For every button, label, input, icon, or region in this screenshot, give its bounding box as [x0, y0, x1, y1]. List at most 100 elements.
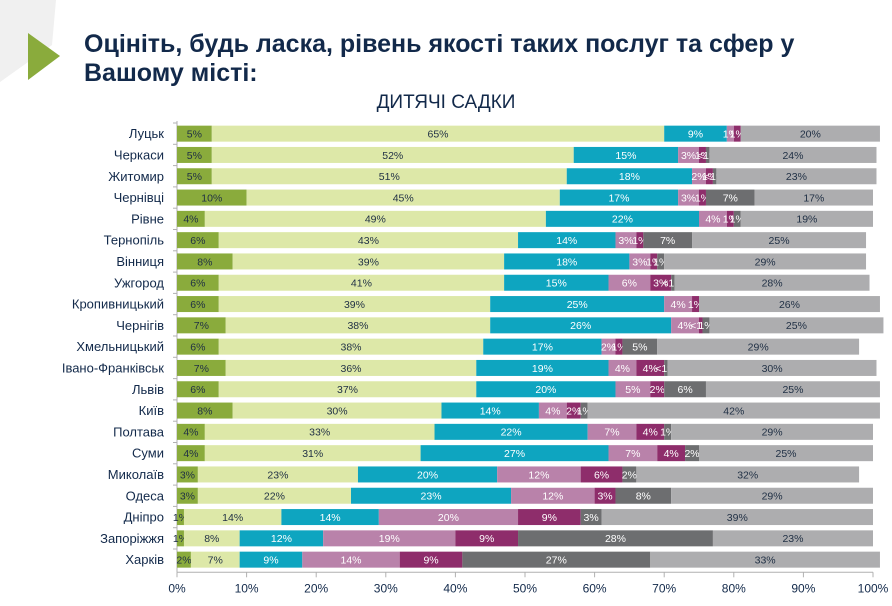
- category-label: Тернопіль: [104, 233, 165, 248]
- data-label: 29%: [748, 341, 769, 353]
- category-label: Кропивницький: [72, 297, 164, 312]
- x-tick-label: 30%: [374, 581, 398, 595]
- data-label: 28%: [762, 278, 783, 290]
- data-label: 52%: [382, 150, 403, 162]
- data-label: 6%: [190, 299, 205, 311]
- bar-segment-s3: [441, 402, 539, 419]
- data-label: 19%: [532, 363, 553, 375]
- bar-segment-s3: [504, 274, 609, 291]
- data-label: 9%: [263, 554, 278, 566]
- data-label: 25%: [769, 235, 790, 247]
- data-label: 30%: [327, 405, 348, 417]
- bar-segment-s6: [643, 232, 693, 249]
- bar-segment-s6: [671, 274, 675, 291]
- data-label: 23%: [267, 469, 288, 481]
- bar-segment-s6: [657, 253, 665, 270]
- bar-segment-s6: [705, 146, 710, 163]
- data-label: 8%: [204, 533, 219, 545]
- data-label: 6%: [190, 341, 205, 353]
- bar-segment-s7: [705, 381, 880, 398]
- data-label: 9%: [542, 512, 557, 524]
- bar-segment-s3: [490, 296, 665, 313]
- bar-segment-s3: [420, 445, 609, 462]
- bar-segment-s1: [177, 189, 247, 206]
- data-label: 29%: [762, 491, 783, 503]
- data-label: 17%: [803, 192, 824, 204]
- bar-segment-s5: [699, 146, 706, 163]
- data-label: 25%: [782, 384, 803, 396]
- bar-segment-s2: [218, 274, 505, 291]
- bar-segment-s4: [678, 189, 699, 206]
- data-label: 23%: [421, 491, 442, 503]
- category-label: Рівне: [131, 211, 164, 226]
- bar-segment-s5: [636, 232, 644, 249]
- data-label: 4%: [671, 299, 686, 311]
- bar-segment-s5: [692, 296, 699, 313]
- bar-segment-s5: [699, 189, 706, 206]
- data-label: 24%: [782, 150, 803, 162]
- data-label: 4%: [183, 448, 198, 460]
- bar-segment-s5: [650, 253, 658, 270]
- category-label: Чернігів: [116, 318, 164, 333]
- bar-segment-s2: [218, 381, 477, 398]
- bar-segment-s5: [580, 466, 623, 483]
- data-label: 30%: [762, 363, 783, 375]
- data-label: 15%: [546, 278, 567, 290]
- x-tick-label: 90%: [791, 581, 815, 595]
- bar-segment-s7: [650, 551, 880, 568]
- data-label: 6%: [594, 469, 609, 481]
- x-tick-label: 10%: [235, 581, 259, 595]
- data-label: 29%: [755, 256, 776, 268]
- bar-segment-s7: [601, 509, 873, 526]
- data-label: 2%: [622, 469, 637, 481]
- data-label: 37%: [337, 384, 358, 396]
- bar-segment-s6: [685, 445, 699, 462]
- bar-segment-s4: [664, 296, 693, 313]
- category-label: Хмельницький: [76, 339, 164, 354]
- bar-segment-s5: [705, 168, 713, 185]
- background-chevron-shape-2: [0, 8, 52, 82]
- data-label: 9%: [688, 128, 703, 140]
- bar-segment-s1: [177, 146, 212, 163]
- category-label: Запоріжжя: [100, 531, 164, 546]
- data-label: 2%: [601, 341, 616, 353]
- bar-segment-s1: [177, 253, 233, 270]
- data-label: 6%: [190, 384, 205, 396]
- bar-segment-s3: [357, 466, 498, 483]
- bar-segment-s7: [667, 359, 877, 376]
- category-label: Львів: [132, 382, 164, 397]
- data-label: 7%: [194, 363, 209, 375]
- data-label: 3%: [632, 256, 647, 268]
- category-label: Черкаси: [114, 147, 164, 162]
- bar-segment-s7: [636, 466, 860, 483]
- bar-segment-s7: [664, 253, 867, 270]
- bar-segment-s2: [211, 125, 665, 142]
- data-label: 22%: [612, 214, 633, 226]
- bar-segment-s6: [580, 509, 602, 526]
- data-label: 17%: [532, 341, 553, 353]
- bar-segment-s5: [726, 210, 734, 227]
- bar-segment-s1: [177, 317, 226, 334]
- data-label: 33%: [309, 427, 330, 439]
- bar-segment-s4: [671, 317, 699, 334]
- data-label: 38%: [340, 341, 361, 353]
- category-label: Полтава: [113, 424, 165, 439]
- bar-segment-s2: [246, 189, 560, 206]
- bar-segment-s4: [587, 423, 637, 440]
- data-label: 12%: [271, 533, 292, 545]
- bar-segment-s7: [754, 189, 873, 206]
- bar-segment-s2: [204, 423, 435, 440]
- bar-segment-s5: [566, 402, 581, 419]
- data-label: 20%: [438, 512, 459, 524]
- bar-segment-s4: [601, 338, 616, 355]
- data-label: 4%: [183, 427, 198, 439]
- data-label: 6%: [677, 384, 692, 396]
- data-label: 9%: [479, 533, 494, 545]
- bar-segment-s3: [545, 210, 699, 227]
- category-label: Київ: [139, 403, 164, 418]
- bar-segment-s6: [664, 423, 672, 440]
- data-label: 7%: [194, 320, 209, 332]
- data-label: 7%: [208, 554, 223, 566]
- data-label: 27%: [504, 448, 525, 460]
- data-label: 22%: [501, 427, 522, 439]
